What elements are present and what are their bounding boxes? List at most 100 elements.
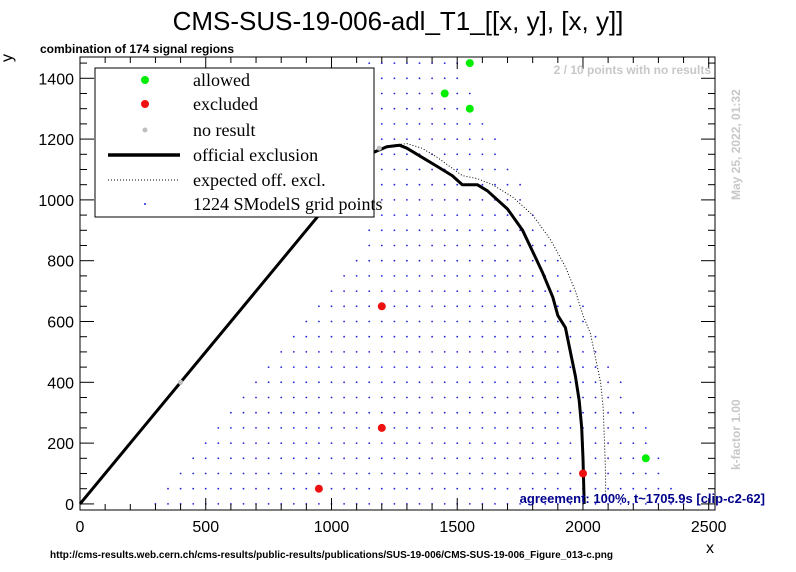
grid-point	[431, 396, 433, 399]
grid-point	[456, 305, 459, 308]
grid-point	[204, 472, 207, 475]
grid-point	[380, 457, 383, 460]
grid-point	[418, 305, 421, 308]
grid-point	[468, 244, 471, 247]
grid-point	[519, 503, 521, 505]
grid-point	[468, 290, 471, 292]
grid-point	[406, 138, 408, 141]
grid-point	[204, 487, 207, 490]
grid-point	[380, 472, 383, 475]
grid-point	[468, 214, 471, 217]
grid-point	[355, 290, 358, 292]
grid-point	[481, 123, 484, 125]
grid-point	[406, 92, 408, 95]
grid-point	[506, 275, 509, 277]
grid-point	[443, 229, 446, 232]
grid-point	[318, 427, 320, 429]
grid-point	[330, 381, 333, 384]
grid-point	[431, 427, 433, 429]
grid-point	[292, 335, 295, 338]
grid-point	[380, 77, 383, 80]
grid-point	[670, 503, 672, 505]
grid-point	[531, 259, 534, 262]
grid-point	[431, 457, 433, 460]
grid-point	[544, 366, 547, 368]
y-tick-label: 0	[65, 497, 74, 514]
legend-excluded-label: excluded	[193, 94, 258, 114]
grid-point	[406, 335, 408, 338]
no-result-point	[178, 379, 184, 385]
grid-point	[280, 381, 283, 384]
grid-point	[242, 503, 245, 505]
grid-point	[217, 487, 220, 490]
grid-point	[280, 457, 283, 460]
grid-point	[569, 427, 572, 429]
grid-point	[431, 77, 433, 80]
grid-point	[607, 457, 609, 460]
grid-point	[544, 351, 547, 353]
allowed-point	[440, 89, 449, 98]
grid-point	[657, 472, 660, 475]
grid-point	[607, 396, 609, 399]
grid-point	[318, 396, 320, 399]
grid-point	[556, 427, 559, 429]
grid-point	[481, 199, 484, 201]
grid-point	[242, 457, 245, 460]
legend-excluded-marker	[141, 100, 149, 108]
grid-point	[594, 335, 597, 338]
grid-point	[468, 487, 471, 490]
grid-point	[406, 229, 408, 232]
grid-point	[380, 290, 383, 292]
grid-point	[544, 305, 547, 308]
legend-expected-label: expected off. excl.	[193, 170, 326, 190]
grid-point	[506, 427, 509, 429]
grid-point	[330, 305, 333, 308]
grid-point	[380, 442, 383, 444]
grid-point	[456, 411, 459, 414]
grid-point	[494, 153, 496, 156]
grid-point	[431, 259, 433, 262]
grid-point	[280, 427, 283, 429]
grid-point	[594, 427, 597, 429]
expected-exclusion-line	[391, 143, 607, 498]
grid-point	[443, 214, 446, 217]
grid-point	[468, 275, 471, 277]
grid-point	[506, 442, 509, 444]
legend: allowed excluded no result official excl…	[94, 67, 383, 218]
grid-point	[418, 275, 421, 277]
grid-point	[456, 457, 459, 460]
grid-point	[531, 351, 534, 353]
grid-point	[544, 381, 547, 384]
grid-point	[393, 290, 396, 292]
grid-point	[355, 366, 358, 368]
grid-point	[481, 138, 484, 141]
x-tick-label: 1500	[439, 519, 475, 536]
grid-point	[393, 305, 396, 308]
grid-point	[368, 259, 371, 262]
grid-point	[406, 183, 408, 186]
grid-point	[418, 396, 421, 399]
agreement-note: agreement: 100%, t~1705.9s [clip-c2-62]	[520, 491, 765, 506]
grid-point	[468, 472, 471, 475]
grid-point	[494, 335, 496, 338]
chart-title: CMS-SUS-19-006-adl_T1_[[x, y], [x, y]]	[173, 6, 624, 36]
grid-point	[531, 487, 534, 490]
grid-point	[569, 290, 572, 292]
grid-point	[355, 320, 358, 323]
grid-point	[406, 275, 408, 277]
grid-point	[292, 366, 295, 368]
grid-point	[431, 275, 433, 277]
grid-point	[343, 305, 345, 308]
grid-point	[406, 153, 408, 156]
grid-point	[544, 335, 547, 338]
grid-point	[456, 442, 459, 444]
grid-point	[318, 335, 320, 338]
grid-point	[619, 442, 622, 444]
legend-allowed-marker	[141, 76, 149, 84]
grid-point	[343, 351, 345, 353]
grid-point	[368, 229, 371, 232]
grid-point	[393, 487, 396, 490]
grid-point	[255, 457, 257, 460]
grid-point	[468, 153, 471, 156]
